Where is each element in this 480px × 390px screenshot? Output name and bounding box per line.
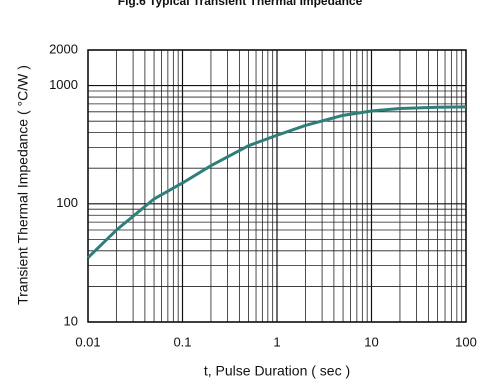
x-tick-label: 1 (273, 334, 280, 349)
data-line (86, 105, 467, 259)
chart-title: Fig.6 Typical Transient Thermal Impedanc… (118, 0, 363, 8)
x-tick-label: 0.1 (173, 334, 191, 349)
y-tick-label: 10 (64, 313, 78, 328)
x-tick-label: 10 (364, 334, 378, 349)
y-tick-label: 2000 (49, 41, 78, 56)
x-tick-label: 100 (455, 334, 477, 349)
y-tick-label: 1000 (49, 77, 78, 92)
x-tick-label: 0.01 (75, 334, 100, 349)
y-axis-label: Transient Thermal Impedance ( °C/W ) (15, 65, 31, 305)
x-axis-label: t, Pulse Duration ( sec ) (204, 363, 350, 379)
plot-frame (87, 49, 467, 323)
y-tick-label: 100 (56, 195, 78, 210)
